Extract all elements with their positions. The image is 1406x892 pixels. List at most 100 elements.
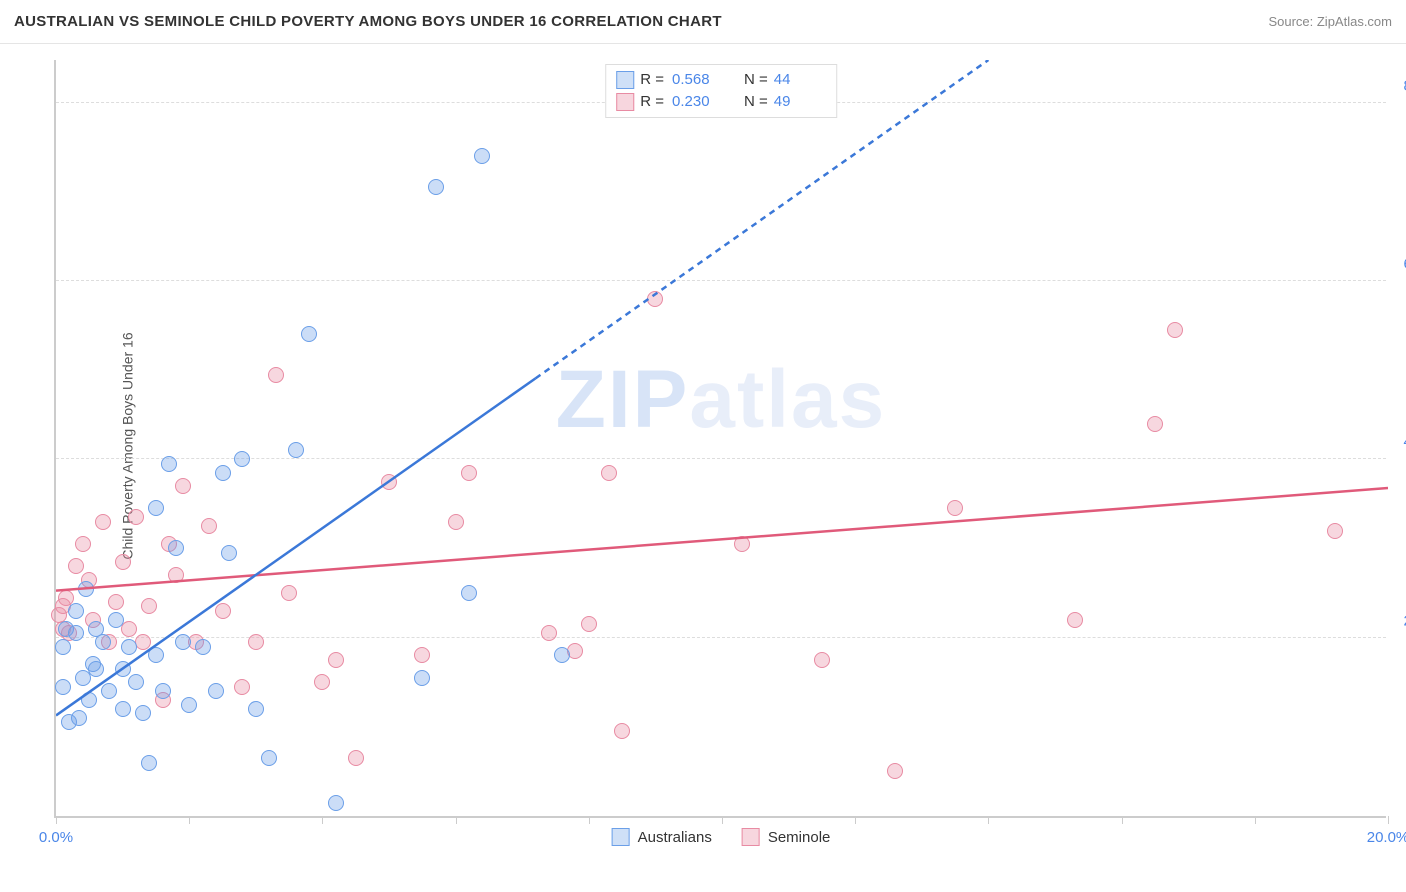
seminole-point <box>75 536 91 552</box>
australians-point <box>68 625 84 641</box>
x-tick <box>1388 816 1389 824</box>
x-tick <box>988 816 989 824</box>
australians-point <box>148 647 164 663</box>
x-tick <box>855 816 856 824</box>
legend-r-value: 0.568 <box>672 69 724 91</box>
australians-point <box>428 179 444 195</box>
australians-point <box>78 581 94 597</box>
australians-point <box>141 755 157 771</box>
seminole-point <box>248 634 264 650</box>
australians-point <box>168 540 184 556</box>
seminole-point <box>128 509 144 525</box>
australians-point <box>181 697 197 713</box>
x-tick <box>722 816 723 824</box>
seminole-point <box>647 291 663 307</box>
watermark: ZIPatlas <box>556 353 886 447</box>
seminole-point <box>1067 612 1083 628</box>
australians-point <box>68 603 84 619</box>
legend-series-label: Seminole <box>768 829 831 846</box>
australians-point <box>148 500 164 516</box>
seminole-point <box>314 674 330 690</box>
seminole-point <box>201 518 217 534</box>
seminole-point <box>887 763 903 779</box>
seminole-point <box>141 598 157 614</box>
x-tick <box>1255 816 1256 824</box>
legend-swatch <box>616 93 634 111</box>
seminole-point <box>814 652 830 668</box>
seminole-point <box>215 603 231 619</box>
seminole-point <box>115 554 131 570</box>
australians-point <box>221 545 237 561</box>
correlation-legend: R = 0.568 N = 44 R = 0.230 N = 49 <box>605 64 837 118</box>
australians-point <box>261 750 277 766</box>
seminole-point <box>281 585 297 601</box>
seminole-point <box>734 536 750 552</box>
australians-point <box>195 639 211 655</box>
australians-point <box>208 683 224 699</box>
x-tick <box>456 816 457 824</box>
seminole-point <box>448 514 464 530</box>
australians-point <box>128 674 144 690</box>
australians-point <box>414 670 430 686</box>
seminole-point <box>614 723 630 739</box>
seminole-point <box>1147 416 1163 432</box>
seminole-point <box>947 500 963 516</box>
series-legend: Australians Seminole <box>612 828 831 846</box>
seminole-point <box>1327 523 1343 539</box>
legend-r-value: 0.230 <box>672 91 724 113</box>
legend-r-label: R = <box>640 69 664 91</box>
legend-n-label: N = <box>744 69 768 91</box>
australians-point <box>101 683 117 699</box>
legend-swatch <box>742 828 760 846</box>
chart-title: AUSTRALIAN VS SEMINOLE CHILD POVERTY AMO… <box>14 13 722 30</box>
y-tick-label: 60.0% <box>1391 255 1406 272</box>
plot-area: ZIPatlas R = 0.568 N = 44 R = 0.230 N = … <box>54 60 1386 818</box>
watermark-zip: ZIP <box>556 354 690 445</box>
gridline-h <box>56 458 1386 459</box>
australians-point <box>301 326 317 342</box>
seminole-point <box>168 567 184 583</box>
x-tick-label: 0.0% <box>39 829 73 846</box>
australians-point <box>175 634 191 650</box>
x-tick <box>589 816 590 824</box>
legend-r-label: R = <box>640 91 664 113</box>
australians-point <box>554 647 570 663</box>
header: AUSTRALIAN VS SEMINOLE CHILD POVERTY AMO… <box>0 0 1406 44</box>
x-tick <box>322 816 323 824</box>
chart-container: AUSTRALIAN VS SEMINOLE CHILD POVERTY AMO… <box>0 0 1406 892</box>
australians-point <box>155 683 171 699</box>
x-tick <box>189 816 190 824</box>
legend-correlation-row: R = 0.230 N = 49 <box>616 91 826 113</box>
seminole-point <box>328 652 344 668</box>
australians-point <box>328 795 344 811</box>
australians-point <box>461 585 477 601</box>
seminole-point <box>414 647 430 663</box>
source-link[interactable]: ZipAtlas.com <box>1317 14 1392 29</box>
y-tick-label: 40.0% <box>1391 434 1406 451</box>
seminole-point <box>175 478 191 494</box>
australians-point <box>55 679 71 695</box>
gridline-h <box>56 280 1386 281</box>
legend-n-value: 44 <box>774 69 826 91</box>
australians-point <box>161 456 177 472</box>
seminole-point <box>541 625 557 641</box>
australians-point <box>135 705 151 721</box>
australians-point <box>474 148 490 164</box>
x-tick <box>1122 816 1123 824</box>
legend-series-label: Australians <box>638 829 712 846</box>
australians-point <box>55 639 71 655</box>
watermark-atlas: atlas <box>689 354 886 445</box>
legend-n-label: N = <box>744 91 768 113</box>
australians-point <box>121 639 137 655</box>
australians-point <box>115 701 131 717</box>
seminole-point <box>121 621 137 637</box>
legend-series-item: Australians <box>612 828 712 846</box>
seminole-point <box>461 465 477 481</box>
seminole-point <box>381 474 397 490</box>
australians-point <box>95 634 111 650</box>
australians-point <box>288 442 304 458</box>
legend-swatch <box>616 71 634 89</box>
legend-n-value: 49 <box>774 91 826 113</box>
legend-swatch <box>612 828 630 846</box>
seminole-point <box>234 679 250 695</box>
